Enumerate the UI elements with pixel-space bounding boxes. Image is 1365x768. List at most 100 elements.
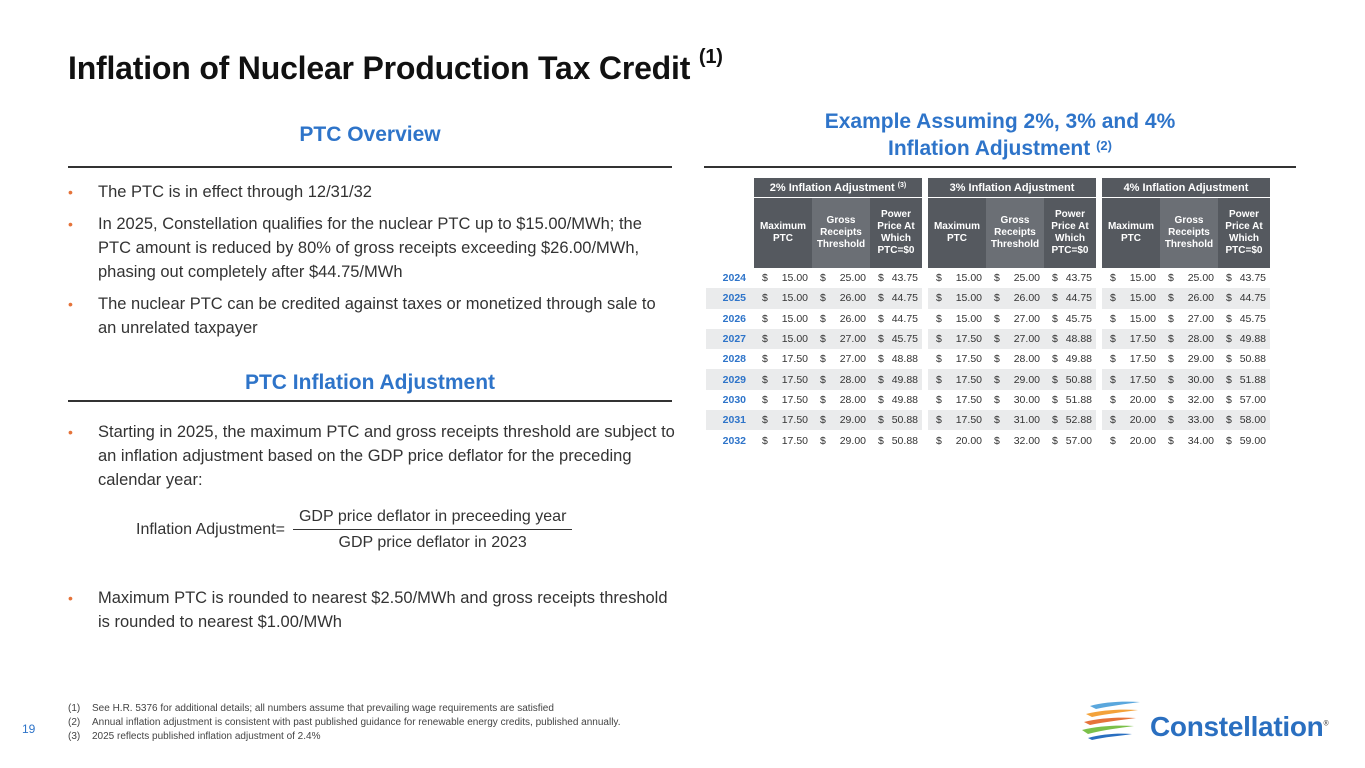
currency-symbol: $ [1226, 353, 1232, 366]
currency-symbol: $ [1226, 312, 1232, 325]
cell-value: 17.50 [1129, 373, 1156, 386]
page-number: 19 [22, 722, 36, 736]
cell-value: 50.88 [1065, 373, 1092, 386]
cell-value: 17.50 [955, 393, 982, 406]
inflation-formula: Inflation Adjustment= GDP price deflator… [136, 508, 573, 552]
table-cell: $27.00 [986, 328, 1044, 350]
currency-symbol: $ [1052, 434, 1058, 447]
table-cell: $27.00 [986, 309, 1044, 329]
table-cell: $17.50 [754, 430, 812, 450]
cell-value: 26.00 [839, 292, 866, 305]
cell-value: 29.00 [839, 414, 866, 427]
currency-symbol: $ [994, 373, 1000, 386]
currency-symbol: $ [878, 373, 884, 386]
cell-value: 52.88 [1065, 414, 1092, 427]
currency-symbol: $ [994, 333, 1000, 346]
cell-value: 27.00 [1187, 312, 1214, 325]
currency-symbol: $ [1110, 434, 1116, 447]
cell-value: 15.00 [1129, 312, 1156, 325]
currency-symbol: $ [1052, 393, 1058, 406]
currency-symbol: $ [936, 393, 942, 406]
cell-value: 50.88 [891, 434, 918, 447]
table-gap [922, 410, 928, 431]
currency-symbol: $ [1110, 312, 1116, 325]
cell-value: 20.00 [1129, 393, 1156, 406]
table-cell: $26.00 [812, 309, 870, 329]
currency-symbol: $ [878, 414, 884, 427]
table-cell: $49.88 [1044, 349, 1096, 369]
cell-value: 25.00 [1187, 272, 1214, 285]
table-row: 2025 $15.00 $26.00 $44.75 $15.00 $26.00 $44.75… [706, 288, 1270, 309]
table-cell: $52.88 [1044, 410, 1096, 431]
bullet-icon: • [68, 216, 73, 232]
table-cell: $20.00 [1102, 390, 1160, 410]
row-year: 2029 [706, 369, 754, 390]
overview-rule [68, 166, 672, 168]
cell-value: 50.88 [1239, 353, 1266, 366]
cell-value: 50.88 [891, 414, 918, 427]
table-cell: $29.00 [986, 369, 1044, 390]
table-cell: $27.00 [812, 328, 870, 350]
currency-symbol: $ [994, 312, 1000, 325]
table-cell: $32.00 [986, 430, 1044, 450]
table-cell: $17.50 [928, 410, 986, 431]
table-cell: $27.00 [1160, 309, 1218, 329]
group-header-4pct: 4% Inflation Adjustment [1102, 178, 1270, 198]
group-header-3pct: 3% Inflation Adjustment [928, 178, 1096, 198]
currency-symbol: $ [994, 434, 1000, 447]
cell-value: 25.00 [839, 272, 866, 285]
cell-value: 27.00 [1013, 312, 1040, 325]
currency-symbol: $ [820, 393, 826, 406]
overview-bullets: • The PTC is in effect through 12/31/32 •… [68, 180, 678, 348]
table-cell: $28.00 [812, 390, 870, 410]
table-cell: $15.00 [754, 268, 812, 288]
col-gross-receipts: Gross Receipts Threshold [812, 198, 870, 268]
table-cell: $45.75 [1044, 309, 1096, 329]
cell-value: 26.00 [839, 312, 866, 325]
table-cell: $17.50 [928, 390, 986, 410]
table-row: 2027 $15.00 $27.00 $45.75 $17.50 $27.00 $48.88… [706, 328, 1270, 350]
example-heading: Example Assuming 2%, 3% and 4% Inflation… [704, 108, 1296, 162]
col-power-price: Power Price At Which PTC=$0 [870, 198, 922, 268]
currency-symbol: $ [1168, 333, 1174, 346]
currency-symbol: $ [1226, 434, 1232, 447]
currency-symbol: $ [994, 393, 1000, 406]
cell-value: 17.50 [955, 353, 982, 366]
col-max-ptc: Maximum PTC [754, 198, 812, 268]
table-row: 2032 $17.50 $29.00 $50.88 $20.00 $32.00 $57.00… [706, 430, 1270, 451]
table-cell: $15.00 [928, 268, 986, 288]
currency-symbol: $ [1168, 373, 1174, 386]
table-cell: $50.88 [870, 410, 922, 431]
table-cell: $44.75 [1044, 288, 1096, 309]
currency-symbol: $ [878, 333, 884, 346]
table-cell: $28.00 [1160, 328, 1218, 350]
table-cell: $45.75 [1218, 309, 1270, 329]
currency-symbol: $ [1226, 373, 1232, 386]
col-max-ptc: Maximum PTC [928, 198, 986, 268]
currency-symbol: $ [936, 292, 942, 305]
table-cell: $26.00 [986, 288, 1044, 309]
table-gap [1096, 308, 1102, 329]
row-year: 2028 [722, 353, 746, 366]
cell-value: 48.88 [891, 353, 918, 366]
table-cell: $59.00 [1218, 430, 1270, 450]
table-cell: $44.75 [870, 288, 922, 309]
cell-value: 15.00 [955, 272, 982, 285]
bullet-item: • In 2025, Constellation qualifies for th… [68, 212, 678, 284]
currency-symbol: $ [1226, 272, 1232, 285]
table-subheader-row: Maximum PTC Gross Receipts Threshold Pow… [706, 198, 1270, 268]
table-gap [922, 369, 928, 390]
currency-symbol: $ [994, 353, 1000, 366]
table-gap [922, 349, 928, 370]
cell-value: 15.00 [781, 333, 808, 346]
currency-symbol: $ [878, 292, 884, 305]
cell-value: 45.75 [1065, 312, 1092, 325]
table-cell: $50.88 [870, 430, 922, 450]
table-gap [922, 268, 928, 289]
row-year: 2026 [722, 312, 746, 325]
currency-symbol: $ [762, 434, 768, 447]
table-gap [1096, 178, 1102, 198]
cell-value: 51.88 [1239, 373, 1266, 386]
cell-value: 51.88 [1065, 393, 1092, 406]
table-cell: $28.00 [986, 349, 1044, 369]
